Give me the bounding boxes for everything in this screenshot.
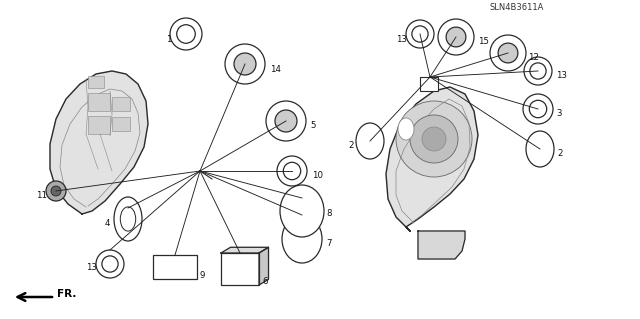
Bar [221, 253, 259, 285]
Circle shape [46, 181, 66, 201]
Circle shape [234, 53, 256, 75]
Polygon shape [386, 87, 478, 231]
Text: 8: 8 [326, 209, 332, 218]
Bar [112, 97, 130, 111]
Circle shape [51, 186, 61, 196]
Text: 14: 14 [270, 64, 281, 73]
Circle shape [275, 110, 297, 132]
Polygon shape [50, 71, 148, 214]
Text: 10: 10 [312, 170, 323, 180]
Circle shape [490, 35, 526, 71]
Text: 11: 11 [36, 190, 47, 199]
Bar [112, 117, 130, 131]
Circle shape [446, 27, 466, 47]
Text: 15: 15 [478, 36, 489, 46]
Circle shape [406, 20, 434, 48]
Bar [153, 255, 197, 279]
Ellipse shape [526, 131, 554, 167]
Ellipse shape [280, 185, 324, 237]
Text: 13: 13 [396, 34, 407, 43]
Bar [88, 76, 104, 88]
Circle shape [266, 101, 306, 141]
Bar [88, 93, 110, 111]
Text: SLN4B3611A: SLN4B3611A [490, 3, 545, 12]
Text: 1: 1 [166, 34, 172, 43]
Bar [420, 77, 438, 91]
Polygon shape [221, 247, 269, 253]
Circle shape [410, 115, 458, 163]
Text: 13: 13 [86, 263, 97, 271]
Text: 3: 3 [556, 108, 561, 117]
Circle shape [225, 44, 265, 84]
Ellipse shape [356, 123, 384, 159]
Text: 12: 12 [528, 54, 539, 63]
Ellipse shape [114, 197, 142, 241]
Text: 4: 4 [105, 219, 111, 227]
Text: 2: 2 [348, 142, 353, 151]
Text: FR.: FR. [57, 289, 76, 299]
Circle shape [523, 94, 553, 124]
Circle shape [524, 57, 552, 85]
Text: 6: 6 [262, 277, 268, 286]
Ellipse shape [398, 118, 414, 140]
Polygon shape [259, 247, 269, 285]
Circle shape [170, 18, 202, 50]
Text: 5: 5 [310, 121, 316, 130]
Text: 9: 9 [200, 271, 205, 280]
Text: 13: 13 [556, 70, 567, 79]
Ellipse shape [282, 215, 322, 263]
Circle shape [498, 43, 518, 63]
Circle shape [277, 156, 307, 186]
Bar [88, 116, 110, 134]
Text: 7: 7 [326, 239, 332, 248]
Text: 2: 2 [557, 149, 563, 158]
Circle shape [438, 19, 474, 55]
Polygon shape [418, 231, 465, 259]
Circle shape [396, 101, 472, 177]
Circle shape [422, 127, 446, 151]
Circle shape [96, 250, 124, 278]
